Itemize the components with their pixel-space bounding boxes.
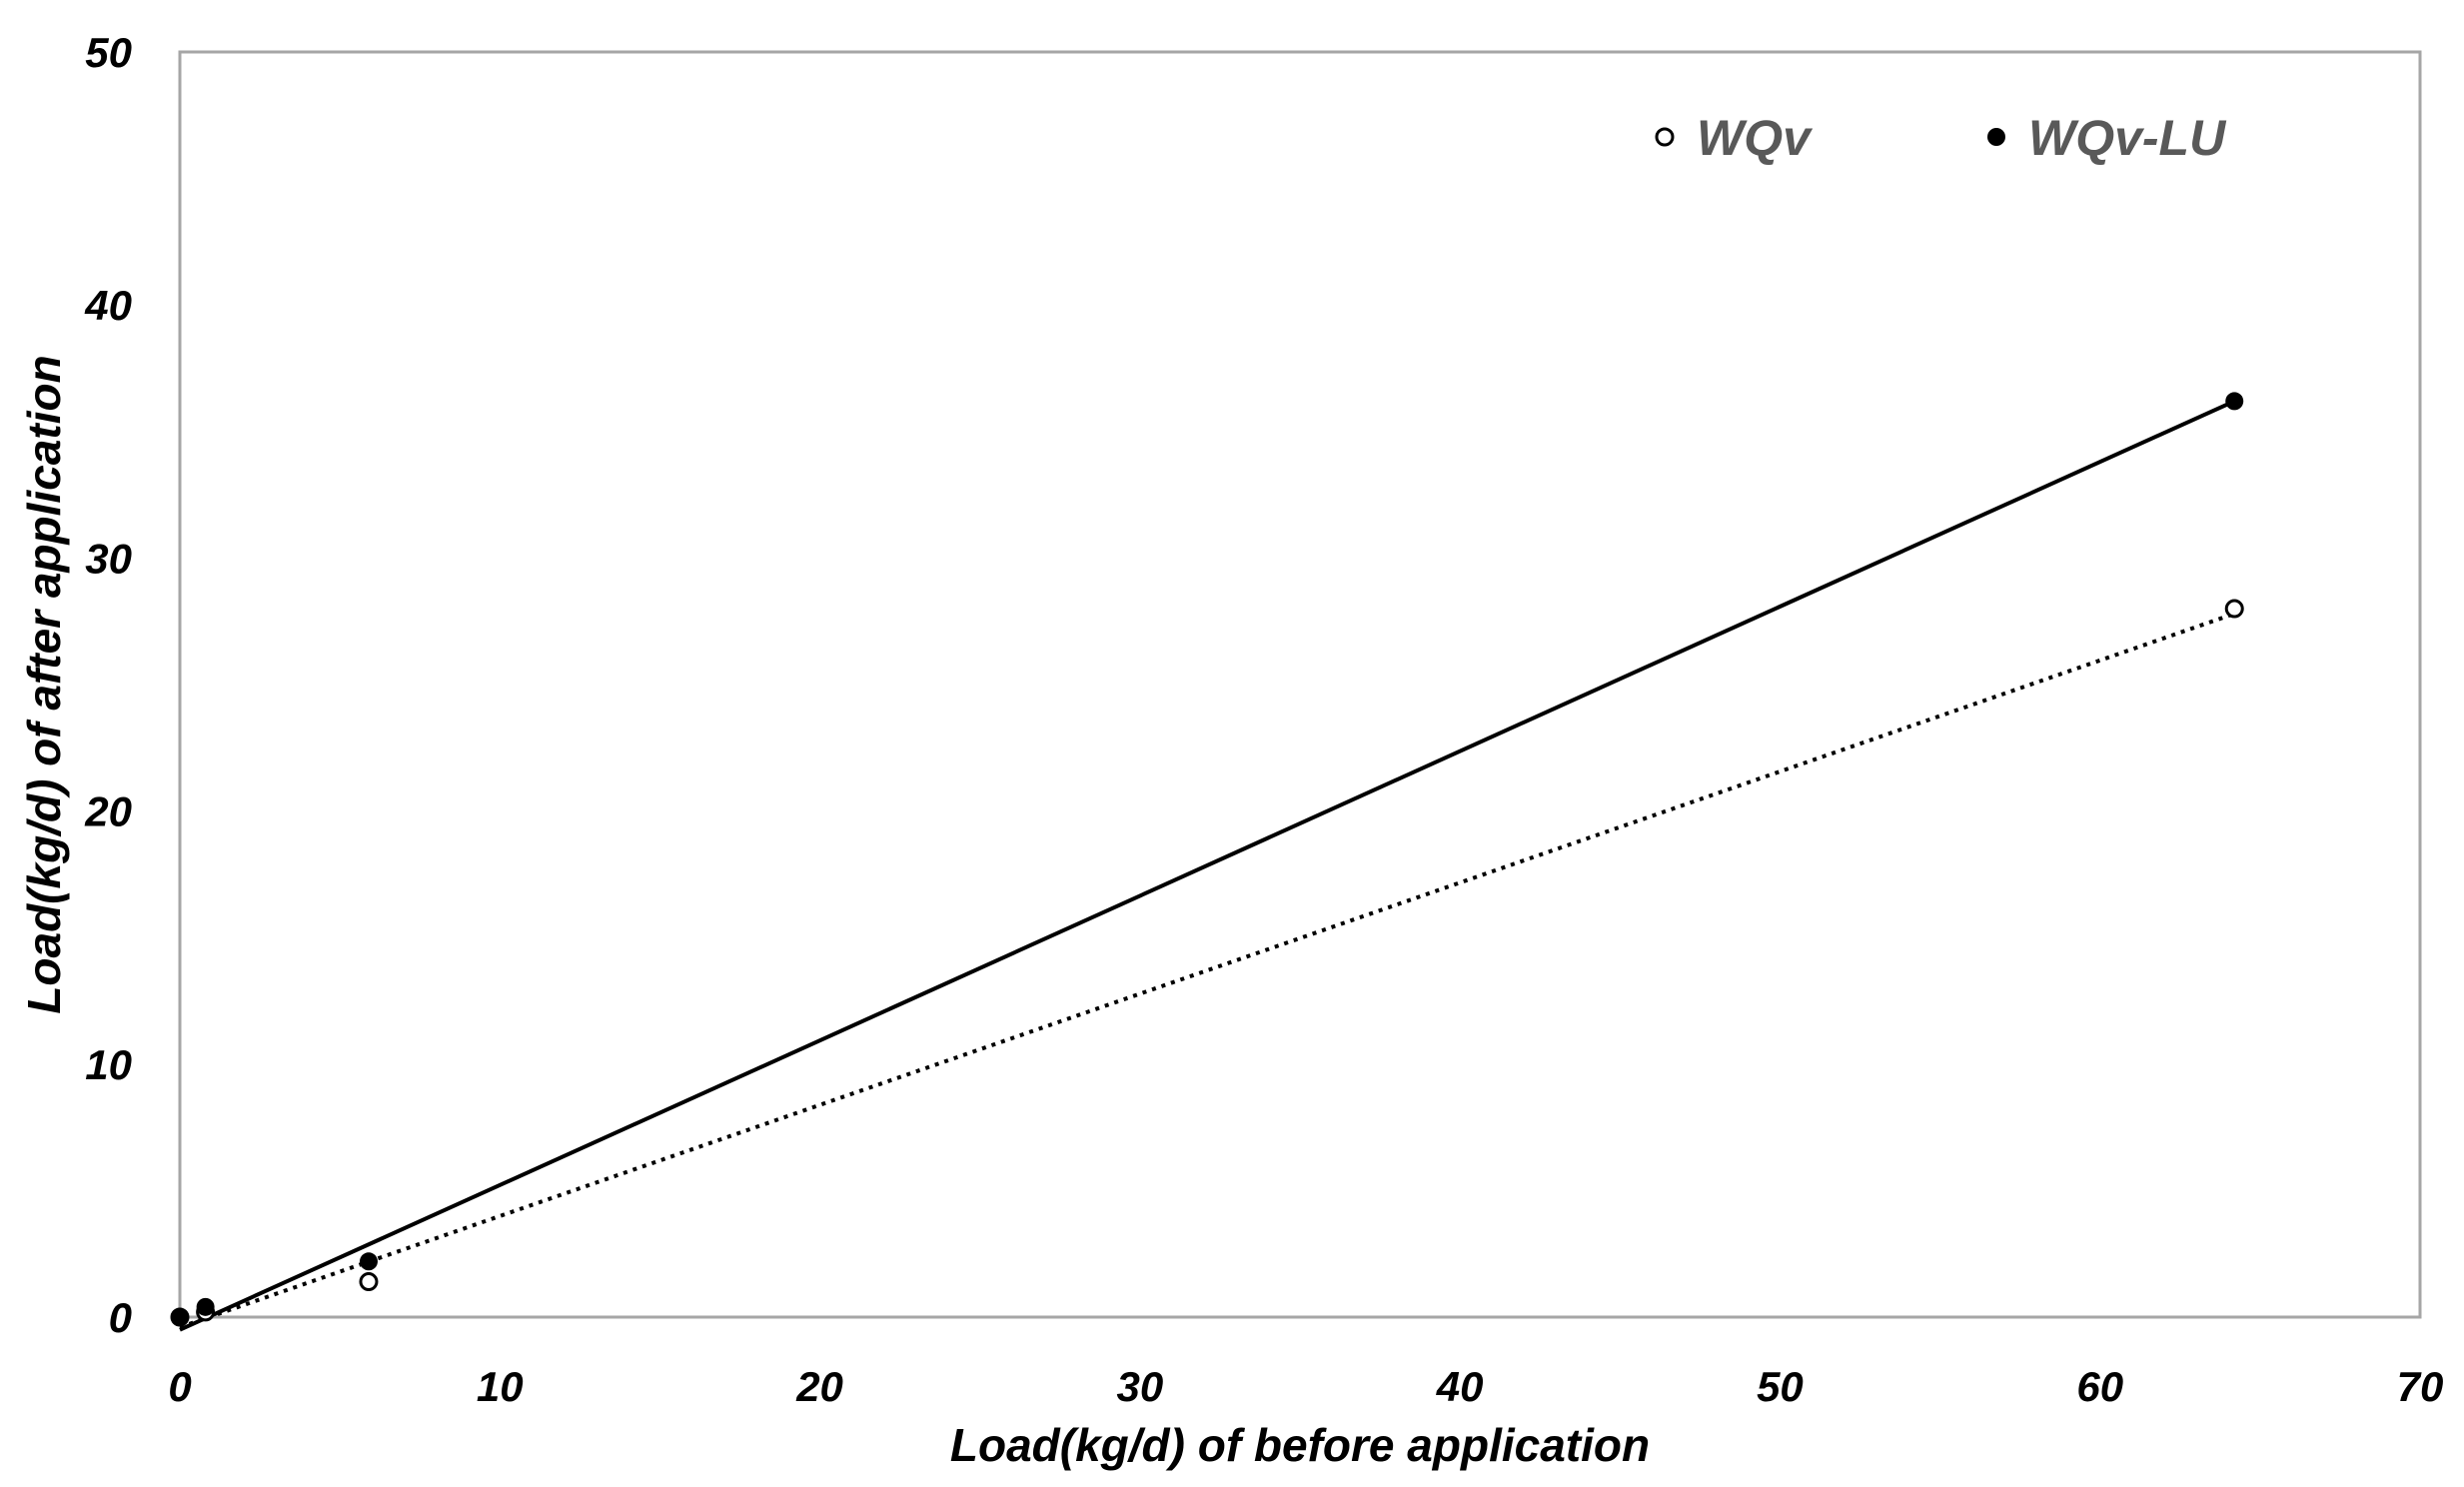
x-tick-label: 70 (2397, 1363, 2444, 1410)
y-tick-label: 50 (85, 29, 132, 76)
x-axis-title: Load(kg/d) of before application (950, 1419, 1650, 1471)
point-wqv (2224, 599, 2244, 619)
trendline-wqv (179, 612, 2235, 1330)
legend-label-wqv-lu: WQv-LU (2028, 110, 2227, 166)
point-wqv-lu (171, 1308, 189, 1326)
legend: WQv WQv-LU (1655, 110, 2227, 166)
point-wqv (359, 1272, 379, 1292)
trendlines (179, 399, 2236, 1332)
point-wqv-lu (2225, 392, 2244, 411)
data-points (170, 392, 2244, 1327)
point-wqv-lu (196, 1297, 215, 1316)
x-tick-label: 20 (795, 1363, 843, 1410)
y-tick-label: 20 (84, 788, 132, 835)
trendline-wqv-lu (179, 399, 2236, 1332)
x-tick-label: 30 (1116, 1363, 1163, 1410)
y-axis-title: Load(kg/d) of after application (18, 355, 70, 1013)
x-tick-label: 60 (2076, 1363, 2123, 1410)
x-tick-label: 0 (168, 1363, 191, 1410)
x-tick-label: 50 (1757, 1363, 1804, 1410)
x-tick-label: 40 (1436, 1363, 1484, 1410)
y-axis-tick-labels: 0 10 20 30 40 50 (84, 29, 132, 1341)
y-tick-label: 30 (85, 535, 132, 582)
legend-label-wqv: WQv (1697, 110, 1814, 166)
plot-area (178, 50, 2422, 1319)
y-tick-label: 40 (84, 282, 132, 329)
y-tick-label: 0 (109, 1294, 132, 1341)
x-tick-label: 10 (477, 1363, 524, 1410)
point-wqv-lu (359, 1252, 378, 1271)
legend-marker-wqv (1655, 127, 1675, 147)
y-tick-label: 10 (85, 1041, 132, 1088)
legend-marker-wqv-lu (1987, 128, 2005, 146)
x-axis-tick-labels: 0 10 20 30 40 50 60 70 (168, 1363, 2443, 1410)
